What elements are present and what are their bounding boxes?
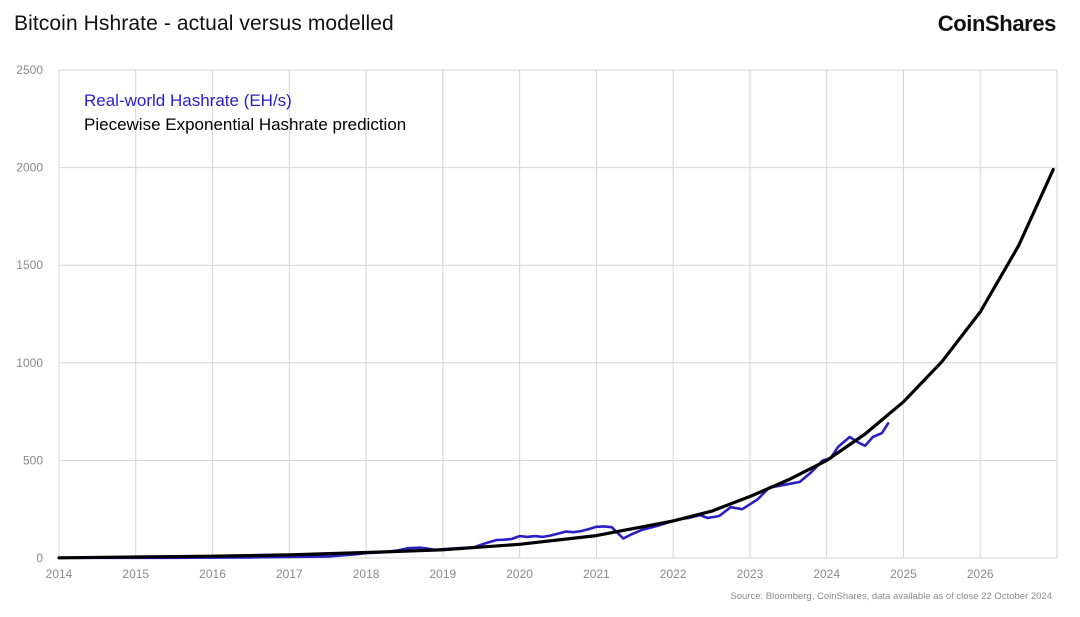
- y-tick-label: 1000: [16, 356, 43, 370]
- y-tick-label: 0: [36, 551, 43, 565]
- x-tick-label: 2018: [353, 567, 380, 581]
- series-lines: [57, 168, 1055, 560]
- legend-entry-model: Piecewise Exponential Hashrate predictio…: [84, 115, 406, 134]
- x-tick-label: 2023: [737, 567, 764, 581]
- source-note: Source: Bloomberg, CoinShares, data avai…: [730, 591, 1052, 602]
- y-tick-label: 500: [23, 453, 43, 467]
- x-tick-label: 2025: [890, 567, 917, 581]
- x-tick-label: 2015: [122, 567, 149, 581]
- grid: [58, 69, 1058, 559]
- x-tick-label: 2014: [46, 567, 73, 581]
- x-tick-label: 2022: [660, 567, 687, 581]
- legend: Real-world Hashrate (EH/s) Piecewise Expo…: [84, 91, 406, 134]
- legend-entry-actual: Real-world Hashrate (EH/s): [84, 91, 292, 110]
- y-tick-label: 1500: [16, 258, 43, 272]
- x-tick-label: 2024: [813, 567, 840, 581]
- x-tick-label: 2016: [199, 567, 226, 581]
- x-tick-label: 2026: [967, 567, 994, 581]
- x-tick-label: 2019: [429, 567, 456, 581]
- x-tick-label: 2021: [583, 567, 610, 581]
- model-prediction-line: [57, 168, 1055, 560]
- y-tick-label: 2000: [16, 161, 43, 175]
- x-tick-label: 2017: [276, 567, 303, 581]
- coinshares-logo: CoinShares: [937, 11, 1057, 36]
- x-tick-label: 2020: [506, 567, 533, 581]
- chart-title: Bitcoin Hshrate - actual versus modelled: [14, 12, 394, 35]
- y-tick-label: 2500: [16, 63, 43, 77]
- axes: 2014 2015 2016 2017 2018 2019 2020 2021 2022 2023…: [16, 63, 994, 581]
